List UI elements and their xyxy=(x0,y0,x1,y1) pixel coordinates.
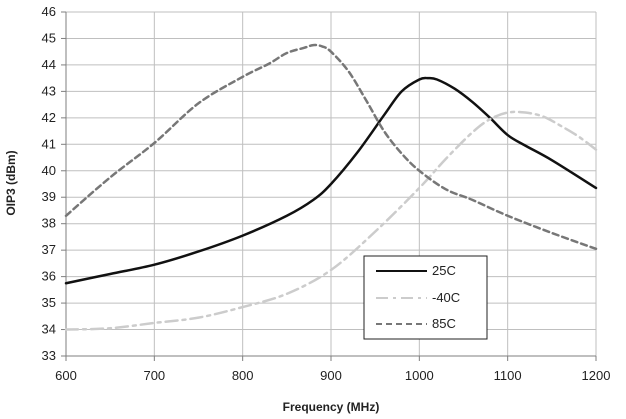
y-tick-label-42: 42 xyxy=(42,110,56,125)
series-line-25c xyxy=(64,76,598,285)
legend-label-minus40c: -40C xyxy=(432,290,460,305)
legend-label-85c: 85C xyxy=(432,316,456,331)
x-tick-label-700: 700 xyxy=(143,368,165,383)
y-tick-label-41: 41 xyxy=(42,136,56,151)
x-tick-label-1000: 1000 xyxy=(405,368,434,383)
y-tick-label-43: 43 xyxy=(42,83,56,98)
y-tick-label-37: 37 xyxy=(42,242,56,257)
legend-label-25c: 25C xyxy=(432,263,456,278)
y-tick-label-36: 36 xyxy=(42,269,56,284)
y-tick-label-38: 38 xyxy=(42,216,56,231)
y-tick-label-44: 44 xyxy=(42,57,56,72)
axes xyxy=(61,11,597,361)
x-tick-label-1200: 1200 xyxy=(582,368,611,383)
grid-lines xyxy=(65,11,597,357)
y-tick-label-45: 45 xyxy=(42,30,56,45)
x-tick-label-1100: 1100 xyxy=(494,368,522,383)
y-axis-title: OIP3 (dBm) xyxy=(4,150,18,215)
y-tick-label-39: 39 xyxy=(42,189,56,204)
x-axis-title: Frequency (MHz) xyxy=(283,400,380,414)
legend: 25C -40C 85C xyxy=(363,255,488,340)
data-series xyxy=(64,43,598,331)
y-tick-label-33: 33 xyxy=(42,348,56,363)
y-tick-label-34: 34 xyxy=(42,322,56,337)
y-tick-label-35: 35 xyxy=(42,295,56,310)
y-tick-label-40: 40 xyxy=(42,163,56,178)
x-tick-label-900: 900 xyxy=(320,368,342,383)
x-tick-label-600: 600 xyxy=(55,368,77,383)
series-line-minus40c xyxy=(64,110,598,331)
x-tick-label-800: 800 xyxy=(232,368,254,383)
y-tick-label-46: 46 xyxy=(42,4,56,19)
series-line-85c xyxy=(64,43,598,251)
tick-labels: 600 700 800 900 1000 1100 1200 33 34 35 36 37 38 39 40… xyxy=(42,4,611,383)
